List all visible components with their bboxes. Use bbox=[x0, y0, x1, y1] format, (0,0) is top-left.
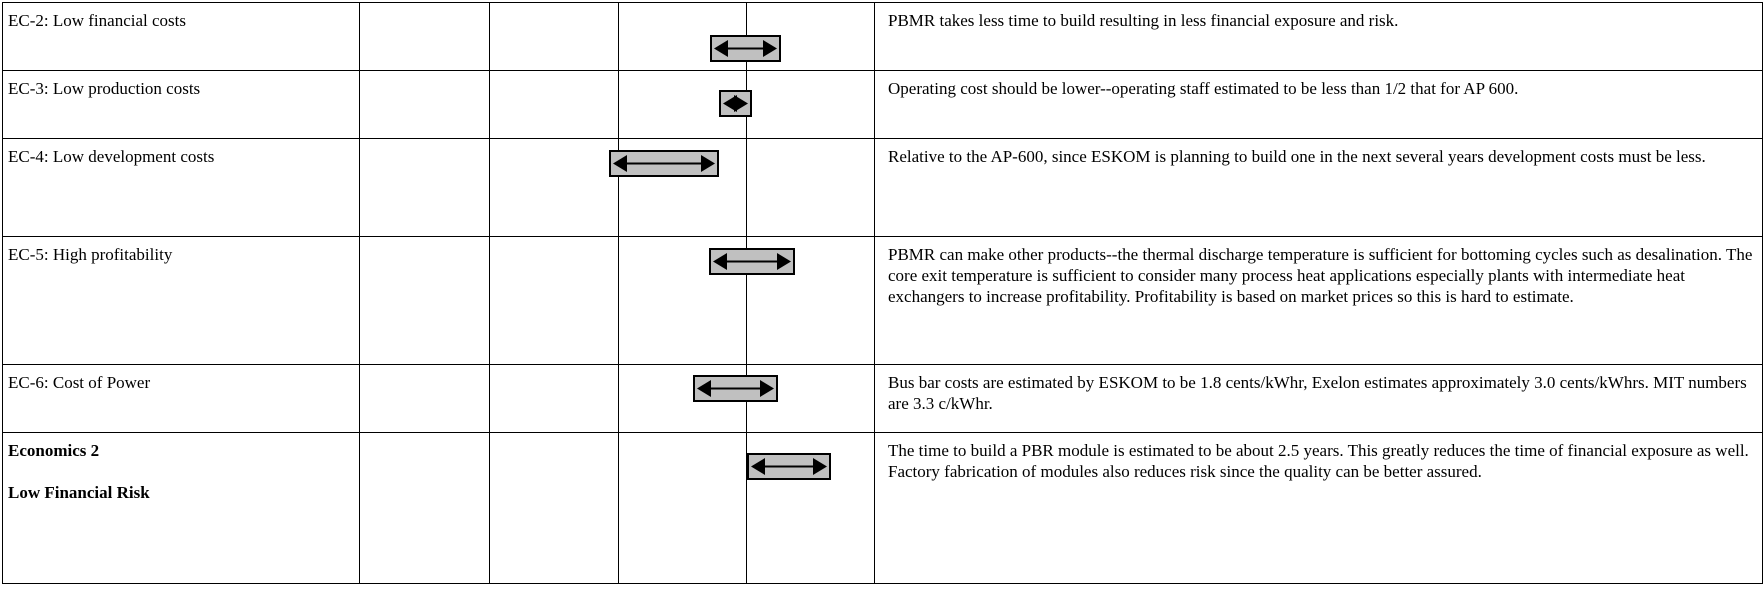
table-cell bbox=[746, 70, 875, 139]
row-label: EC-5: High profitability bbox=[8, 245, 173, 264]
row-label: EC-6: Cost of Power bbox=[8, 373, 151, 392]
double-arrow bbox=[697, 380, 774, 397]
range-bar bbox=[719, 90, 752, 117]
row-label: EC-4: Low development costs bbox=[8, 147, 215, 166]
table-cell bbox=[489, 138, 619, 237]
table-cell bbox=[489, 236, 619, 365]
double-arrow bbox=[713, 253, 791, 270]
double-arrow bbox=[613, 155, 715, 172]
table-cell bbox=[359, 2, 490, 71]
comment: PBMR takes less time to build resulting … bbox=[888, 11, 1399, 30]
range-bar bbox=[747, 453, 831, 480]
row-label: Economics 2 bbox=[8, 441, 100, 460]
table-cell bbox=[489, 70, 619, 139]
table-cell bbox=[874, 432, 1763, 584]
comment: PBMR can make other products--the therma… bbox=[888, 245, 1753, 306]
double-arrow bbox=[723, 95, 748, 112]
table-cell bbox=[618, 432, 747, 584]
row-label: Low Financial Risk bbox=[8, 483, 150, 502]
double-arrow bbox=[751, 458, 827, 475]
table-cell bbox=[489, 364, 619, 433]
comment: The time to build a PBR module is estima… bbox=[888, 441, 1749, 481]
double-arrow bbox=[714, 40, 777, 57]
comment: Relative to the AP-600, since ESKOM is p… bbox=[888, 147, 1706, 166]
table-cell bbox=[489, 432, 619, 584]
table-cell bbox=[359, 70, 490, 139]
table-cell bbox=[359, 432, 490, 584]
comment: Bus bar costs are estimated by ESKOM to … bbox=[888, 373, 1747, 413]
row-label: EC-3: Low production costs bbox=[8, 79, 201, 98]
range-bar bbox=[709, 248, 795, 275]
table-cell bbox=[489, 2, 619, 71]
range-bar bbox=[693, 375, 778, 402]
table-cell bbox=[746, 138, 875, 237]
row-label: EC-2: Low financial costs bbox=[8, 11, 186, 30]
range-bar bbox=[609, 150, 719, 177]
table-cell bbox=[359, 236, 490, 365]
range-bar bbox=[710, 35, 781, 62]
table-cell bbox=[359, 364, 490, 433]
comment: Operating cost should be lower--operatin… bbox=[888, 79, 1519, 98]
table-cell bbox=[359, 138, 490, 237]
